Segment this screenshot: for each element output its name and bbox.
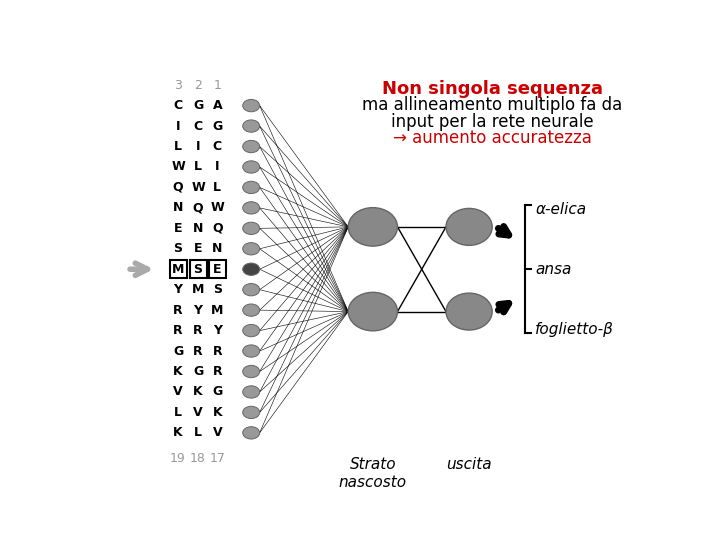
Ellipse shape	[243, 325, 260, 337]
Text: I: I	[176, 119, 180, 132]
Text: Q: Q	[193, 201, 203, 214]
Text: R: R	[193, 345, 203, 357]
Ellipse shape	[243, 99, 260, 112]
Text: input per la rete neurale: input per la rete neurale	[391, 112, 593, 131]
Ellipse shape	[243, 140, 260, 153]
Text: N: N	[173, 201, 183, 214]
Text: N: N	[193, 222, 203, 235]
Text: C: C	[174, 99, 183, 112]
Text: C: C	[194, 119, 202, 132]
Ellipse shape	[446, 293, 492, 330]
Text: 17: 17	[210, 452, 225, 465]
Text: G: G	[193, 99, 203, 112]
Text: G: G	[212, 119, 222, 132]
Text: K: K	[193, 386, 203, 399]
Text: R: R	[212, 345, 222, 357]
Text: G: G	[173, 345, 183, 357]
Ellipse shape	[243, 161, 260, 173]
Text: α-elica: α-elica	[535, 201, 587, 217]
Text: I: I	[196, 140, 200, 153]
Text: Non singola sequenza: Non singola sequenza	[382, 80, 603, 98]
Ellipse shape	[348, 292, 397, 331]
Text: L: L	[213, 181, 221, 194]
Text: N: N	[212, 242, 222, 255]
Text: W: W	[171, 160, 185, 173]
Text: V: V	[212, 427, 222, 440]
Text: → aumento accuratezza: → aumento accuratezza	[393, 129, 592, 147]
Text: Q: Q	[212, 222, 222, 235]
Text: L: L	[174, 406, 182, 419]
Text: E: E	[194, 242, 202, 255]
Ellipse shape	[243, 120, 260, 132]
Ellipse shape	[243, 284, 260, 296]
Ellipse shape	[348, 208, 397, 246]
Text: S: S	[174, 242, 183, 255]
Text: R: R	[174, 324, 183, 337]
Ellipse shape	[243, 386, 260, 398]
Text: K: K	[212, 406, 222, 419]
Bar	[209, 260, 226, 278]
Text: 19: 19	[170, 452, 186, 465]
Text: K: K	[174, 365, 183, 378]
Text: C: C	[212, 140, 222, 153]
Text: foglietto-β: foglietto-β	[535, 322, 614, 337]
Bar	[170, 260, 186, 278]
Text: Q: Q	[173, 181, 184, 194]
Text: ma allineamento multiplo fa da: ma allineamento multiplo fa da	[362, 96, 622, 114]
Text: ansa: ansa	[535, 262, 572, 276]
Text: Y: Y	[174, 283, 183, 296]
Ellipse shape	[243, 406, 260, 418]
Text: M: M	[172, 263, 184, 276]
Text: Y: Y	[194, 303, 202, 316]
Text: E: E	[174, 222, 182, 235]
Text: V: V	[174, 386, 183, 399]
Text: 1: 1	[213, 79, 221, 92]
Bar	[189, 260, 207, 278]
Text: L: L	[174, 140, 182, 153]
Ellipse shape	[243, 202, 260, 214]
Text: G: G	[212, 386, 222, 399]
Text: M: M	[211, 303, 223, 316]
Text: 3: 3	[174, 79, 182, 92]
Text: W: W	[210, 201, 224, 214]
Ellipse shape	[243, 366, 260, 377]
Text: L: L	[194, 160, 202, 173]
Ellipse shape	[446, 208, 492, 245]
Text: S: S	[213, 283, 222, 296]
Text: R: R	[212, 365, 222, 378]
Text: V: V	[193, 406, 203, 419]
Text: Strato
nascosto: Strato nascosto	[339, 457, 407, 490]
Ellipse shape	[243, 263, 260, 275]
Text: W: W	[192, 181, 205, 194]
Text: A: A	[212, 99, 222, 112]
Text: Y: Y	[213, 324, 222, 337]
Text: R: R	[193, 324, 203, 337]
Text: E: E	[213, 263, 222, 276]
Text: M: M	[192, 283, 204, 296]
Text: G: G	[193, 365, 203, 378]
Text: I: I	[215, 160, 220, 173]
Text: uscita: uscita	[446, 457, 492, 472]
Ellipse shape	[243, 242, 260, 255]
Text: K: K	[174, 427, 183, 440]
Ellipse shape	[243, 181, 260, 193]
Text: R: R	[174, 303, 183, 316]
Text: 18: 18	[190, 452, 206, 465]
Text: S: S	[194, 263, 202, 276]
Ellipse shape	[243, 345, 260, 357]
Text: L: L	[194, 427, 202, 440]
Ellipse shape	[243, 222, 260, 234]
Ellipse shape	[243, 427, 260, 439]
Text: 2: 2	[194, 79, 202, 92]
Ellipse shape	[243, 304, 260, 316]
